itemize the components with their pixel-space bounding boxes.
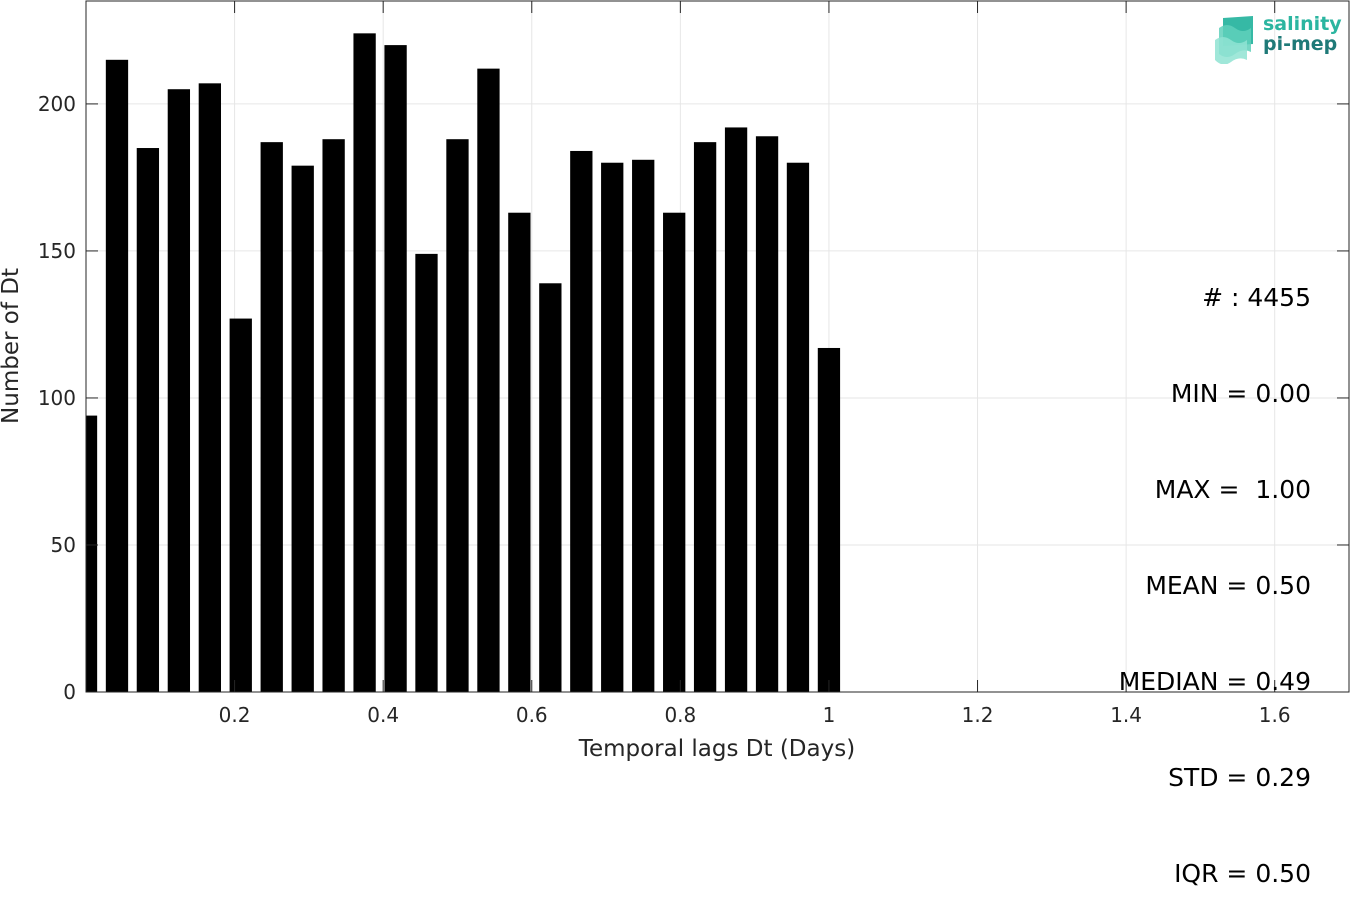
bar bbox=[105, 59, 129, 692]
x-axis-label: Temporal lags Dt (Days) bbox=[578, 736, 855, 762]
bar bbox=[724, 127, 748, 693]
bar bbox=[260, 142, 283, 692]
plot-frame bbox=[85, 0, 1350, 693]
stats-min: MIN = 0.00 bbox=[1170, 379, 1311, 408]
y-tick-label: 0 bbox=[63, 680, 76, 704]
x-tick-labels: 0.2 0.4 0.6 0.8 1 1.2 1.4 1.6 bbox=[219, 703, 1291, 727]
bar bbox=[291, 165, 314, 693]
stats-count: # : 4455 bbox=[1202, 283, 1311, 312]
salinity-pimep-logo: salinity pi-mep bbox=[1213, 14, 1343, 66]
bar bbox=[508, 212, 531, 692]
x-tick-label: 1.4 bbox=[1110, 703, 1142, 727]
bar bbox=[136, 148, 160, 693]
bar bbox=[384, 45, 407, 692]
bar bbox=[322, 139, 345, 692]
bar bbox=[229, 318, 252, 692]
x-tick-label: 0.2 bbox=[219, 703, 251, 727]
stats-iqr: IQR = 0.50 bbox=[1174, 859, 1311, 888]
x-tick-label: 0.4 bbox=[367, 703, 399, 727]
stats-median: MEDIAN = 0.49 bbox=[1118, 667, 1311, 696]
stats-max: MAX = 1.00 bbox=[1154, 475, 1311, 504]
bar bbox=[663, 212, 686, 692]
x-tick-label: 1.2 bbox=[962, 703, 994, 727]
axis-ticks bbox=[86, 1, 1349, 693]
bar bbox=[446, 139, 469, 692]
y-tick-label: 150 bbox=[38, 239, 76, 263]
stats-std: STD = 0.29 bbox=[1168, 763, 1311, 792]
bar bbox=[632, 159, 655, 693]
bar bbox=[601, 162, 624, 693]
y-tick-label: 100 bbox=[38, 386, 76, 410]
bar bbox=[570, 150, 593, 693]
bar bbox=[693, 142, 717, 692]
histogram-chart: 0.2 0.4 0.6 0.8 1 1.2 1.4 1.6 0 50 100 150 200 Temp… bbox=[0, 0, 1350, 762]
y-tick-label: 200 bbox=[38, 92, 76, 116]
bar bbox=[167, 89, 191, 692]
bar bbox=[539, 283, 562, 692]
stats-box: # : 4455 MIN = 0.00 MAX = 1.00 MEAN = 0.… bbox=[1119, 218, 1311, 922]
bar bbox=[415, 253, 438, 693]
y-axis-label: Number of Dt bbox=[0, 268, 24, 424]
bar bbox=[353, 33, 376, 693]
bar bbox=[86, 415, 98, 692]
y-tick-labels: 0 50 100 150 200 bbox=[38, 92, 76, 704]
bar bbox=[755, 136, 779, 692]
logo-text-pimep: pi-mep bbox=[1263, 33, 1338, 55]
bars bbox=[86, 33, 841, 693]
x-tick-label: 0.8 bbox=[664, 703, 696, 727]
x-tick-label: 1 bbox=[823, 703, 836, 727]
stats-mean: MEAN = 0.50 bbox=[1145, 571, 1311, 600]
bar bbox=[198, 83, 222, 693]
bar bbox=[477, 68, 500, 693]
x-tick-label: 1.6 bbox=[1259, 703, 1291, 727]
bar bbox=[817, 347, 841, 692]
y-tick-label: 50 bbox=[51, 533, 76, 557]
salinity-waves-icon bbox=[1215, 16, 1253, 64]
logo-text-salinity: salinity bbox=[1263, 13, 1342, 35]
x-tick-label: 0.6 bbox=[516, 703, 548, 727]
bar bbox=[786, 162, 810, 693]
